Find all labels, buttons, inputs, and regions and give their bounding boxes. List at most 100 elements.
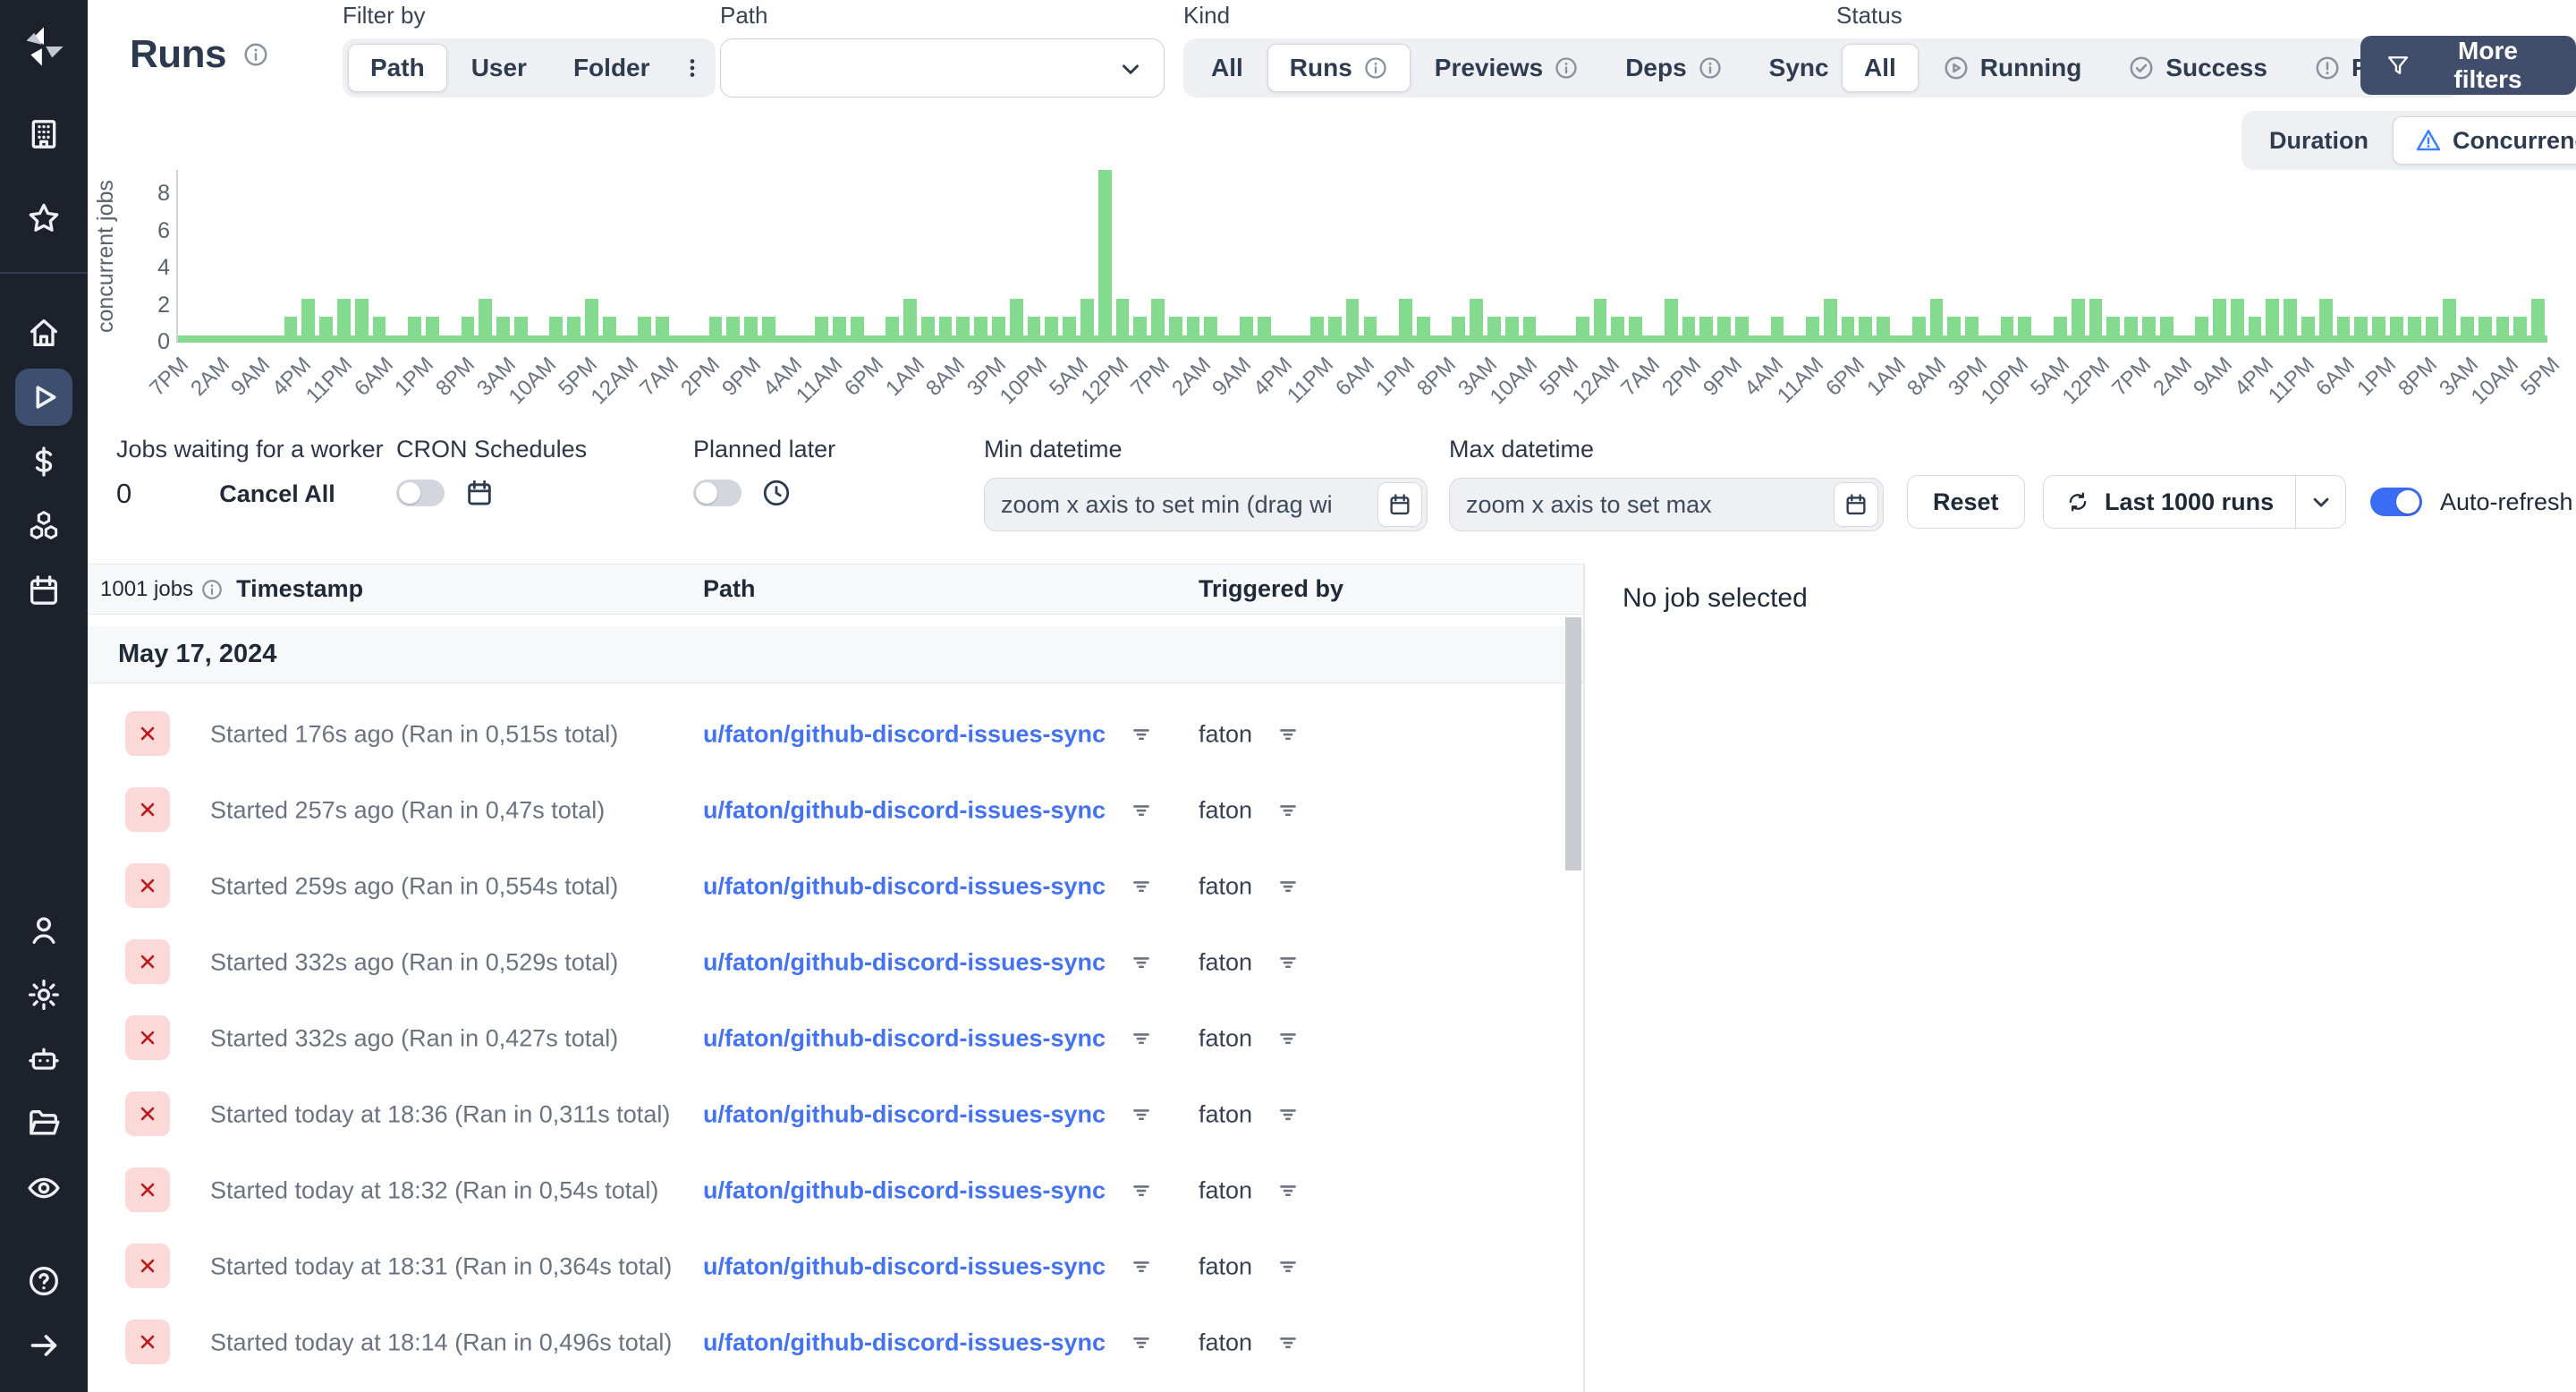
filter-by-user-icon[interactable] [1275,950,1301,975]
status-all-button[interactable]: All [1842,44,1919,92]
table-row[interactable]: Started today at 18:14 (Ran in 0,496s to… [88,1304,1583,1380]
cron-schedules-toggle[interactable] [396,480,445,506]
sidebar-item-folders[interactable] [15,1095,72,1152]
filter-by-path-icon[interactable] [1129,798,1154,823]
filter-by-path-icon[interactable] [1129,1254,1154,1279]
chart-bar [567,317,581,343]
reset-button[interactable]: Reset [1907,475,2025,529]
run-path-link[interactable]: u/faton/github-discord-issues-sync [703,948,1106,975]
filter-by-user-icon[interactable] [1275,874,1301,899]
chart-bar [354,298,369,343]
filter-by-path-icon[interactable] [1129,874,1154,899]
runs-window-refresh-button[interactable]: Last 1000 runs [2044,476,2295,528]
filter-by-user-button[interactable]: User [449,44,549,92]
table-row[interactable]: Started 257s ago (Ran in 0,47s total) u/… [88,772,1583,848]
cancel-all-button[interactable]: Cancel All [219,480,335,507]
filter-by-path-icon[interactable] [1129,1330,1154,1355]
table-row[interactable]: Started 176s ago (Ran in 0,515s total) u… [88,696,1583,772]
kind-runs-button[interactable]: Runs [1267,44,1411,92]
chart-plot-area[interactable] [176,170,2547,343]
filter-by-user-icon[interactable] [1275,798,1301,823]
filter-by-path-icon[interactable] [1129,1178,1154,1203]
runs-info-icon[interactable] [242,41,269,68]
run-path-link[interactable]: u/faton/github-discord-issues-sync [703,1252,1106,1279]
filter-by-folder-button[interactable]: Folder [551,44,673,92]
table-row[interactable]: Started 259s ago (Ran in 0,554s total) u… [88,848,1583,924]
planned-later-toggle[interactable] [693,480,741,506]
chart-bar [1168,317,1182,343]
run-path-link[interactable]: u/faton/github-discord-issues-sync [703,1024,1106,1051]
chart-mode-concurrency-button[interactable]: Concurrency [2393,116,2576,165]
run-timestamp: Started 332s ago (Ran in 0,427s total) [210,1024,619,1051]
filter-by-user-icon[interactable] [1275,1178,1301,1203]
table-row[interactable]: Started today at 18:31 (Ran in 0,364s to… [88,1228,1583,1304]
sidebar-item-users[interactable] [15,902,72,959]
run-path-link[interactable]: u/faton/github-discord-issues-sync [703,720,1106,747]
run-path-link[interactable]: u/faton/github-discord-issues-sync [703,1100,1106,1127]
more-filters-button[interactable]: More filters [2360,36,2576,95]
filter-by-path-icon[interactable] [1129,722,1154,747]
kind-sync-button[interactable]: Sync [1747,44,1887,92]
auto-refresh-toggle[interactable] [2370,488,2422,516]
min-datetime-input[interactable] [1001,490,1377,519]
filter-by-path-icon[interactable] [1129,1026,1154,1051]
table-row[interactable]: Started today at 18:32 (Ran in 0,54s tot… [88,1152,1583,1228]
sidebar-item-variables[interactable] [15,433,72,490]
table-row[interactable]: Started 332s ago (Ran in 0,427s total) u… [88,1000,1583,1076]
filter-by-user-icon[interactable] [1275,722,1301,747]
max-datetime-input[interactable] [1466,490,1834,519]
chart-bar [408,317,421,343]
x-tick-label: 11PM [2263,352,2319,409]
filter-by-user-icon[interactable] [1275,1254,1301,1279]
sidebar-item-resources[interactable] [15,497,72,555]
max-datetime-calendar-button[interactable] [1834,482,1878,527]
run-path-link[interactable]: u/faton/github-discord-issues-sync [703,872,1106,899]
filter-by-path-icon[interactable] [1129,950,1154,975]
filter-by-more-icon[interactable] [674,44,710,92]
run-path-link[interactable]: u/faton/github-discord-issues-sync [703,796,1106,823]
kind-deps-button[interactable]: Deps [1603,44,1744,92]
chart-bar [1240,317,1253,343]
favorites-star-icon[interactable] [15,190,72,247]
sidebar-item-home[interactable] [15,304,72,361]
filter-by-path-icon[interactable] [1129,1102,1154,1127]
sidebar-item-runs[interactable] [15,369,72,426]
chart-bar [549,317,564,343]
windmill-logo[interactable] [15,18,72,75]
kind-previews-button[interactable]: Previews [1412,44,1601,92]
sidebar-item-workers[interactable] [15,1031,72,1088]
sidebar-item-schedules[interactable] [15,562,72,619]
path-select[interactable] [720,38,1165,98]
chart-mode-duration-button[interactable]: Duration [2247,116,2391,165]
run-triggered-by: faton [1199,1024,1253,1051]
status-running-button[interactable]: Running [1920,44,2105,92]
filter-by-path-button[interactable]: Path [348,44,447,92]
runs-window-dropdown-button[interactable] [2295,476,2345,528]
help-icon[interactable] [15,1252,72,1310]
min-datetime-calendar-button[interactable] [1377,482,1422,527]
chart-bar [1593,298,1607,343]
filter-by-user-icon[interactable] [1275,1026,1301,1051]
x-icon [140,955,155,969]
chart-bar [1699,317,1714,343]
failure-status-badge [125,1015,170,1060]
filter-by-user-icon[interactable] [1275,1330,1301,1355]
run-path-link[interactable]: u/faton/github-discord-issues-sync [703,1328,1106,1355]
sidebar-item-audit-logs[interactable] [15,1159,72,1217]
expand-sidebar-icon[interactable] [15,1317,72,1374]
sidebar-item-settings[interactable] [15,966,72,1023]
chart-bar [2000,317,2014,343]
workspace-building-icon[interactable] [15,106,72,163]
table-row[interactable]: Started today at 18:36 (Ran in 0,311s to… [88,1076,1583,1152]
table-scrollbar[interactable] [1565,617,1581,870]
jobs-count-info-icon[interactable] [200,578,224,601]
run-path-link[interactable]: u/faton/github-discord-issues-sync [703,1176,1106,1203]
status-success-button[interactable]: Success [2106,44,2290,92]
x-tick-label: 6AM [2311,352,2360,401]
kind-all-button[interactable]: All [1189,44,1266,92]
run-timestamp: Started 176s ago (Ran in 0,515s total) [210,720,619,747]
x-icon [140,1183,155,1197]
table-row[interactable]: Started 332s ago (Ran in 0,529s total) u… [88,924,1583,1000]
filter-by-user-icon[interactable] [1275,1102,1301,1127]
refresh-icon [2069,492,2087,512]
